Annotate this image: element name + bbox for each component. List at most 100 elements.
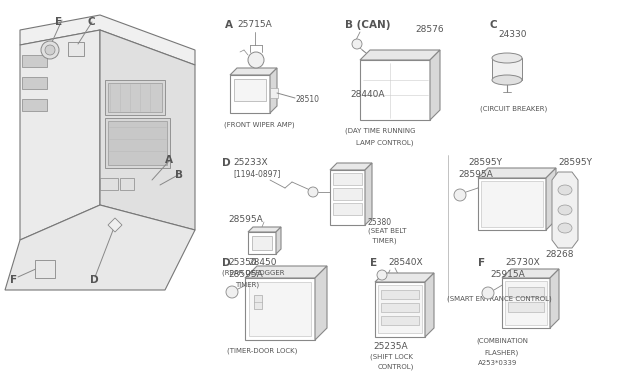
Text: (TIMER-DOOR LOCK): (TIMER-DOOR LOCK) <box>227 348 298 355</box>
Text: (SHIFT LOCK: (SHIFT LOCK <box>370 353 413 359</box>
Polygon shape <box>552 172 578 248</box>
Text: 28595Y: 28595Y <box>468 158 502 167</box>
Circle shape <box>308 187 318 197</box>
Bar <box>492 58 522 80</box>
Text: [1194-0897]: [1194-0897] <box>233 169 280 178</box>
Circle shape <box>352 39 362 49</box>
Polygon shape <box>230 68 277 75</box>
Polygon shape <box>5 205 195 290</box>
Bar <box>381 290 419 299</box>
Polygon shape <box>20 15 195 65</box>
Bar <box>245 278 315 340</box>
Text: A253*0339: A253*0339 <box>478 360 517 366</box>
Polygon shape <box>270 68 277 113</box>
Polygon shape <box>360 50 440 60</box>
Bar <box>120 178 134 190</box>
Text: D: D <box>222 158 230 168</box>
Bar <box>333 203 362 215</box>
Text: 25233X: 25233X <box>233 158 268 167</box>
Text: C: C <box>490 20 498 30</box>
Text: D: D <box>90 275 99 285</box>
Bar <box>108 83 162 112</box>
Text: (REAR DEFOGGER: (REAR DEFOGGER <box>222 270 285 276</box>
Bar <box>378 285 422 333</box>
Bar <box>234 79 266 101</box>
Text: TIMER): TIMER) <box>235 281 259 288</box>
Text: (FRONT WIPER AMP): (FRONT WIPER AMP) <box>224 122 294 128</box>
Ellipse shape <box>492 53 522 63</box>
Text: 25915A: 25915A <box>490 270 525 279</box>
Bar <box>481 181 543 227</box>
Polygon shape <box>100 30 195 230</box>
Circle shape <box>248 52 264 68</box>
Text: 28450: 28450 <box>248 258 276 267</box>
Circle shape <box>45 45 55 55</box>
Bar <box>35 260 55 278</box>
Text: (SMART ENTRANCE CONTROL): (SMART ENTRANCE CONTROL) <box>447 295 552 301</box>
Bar <box>333 188 362 200</box>
Text: 28540X: 28540X <box>388 258 422 267</box>
Text: 24330: 24330 <box>498 30 527 39</box>
Bar <box>330 170 365 225</box>
Text: F: F <box>10 275 17 285</box>
Text: FLASHER): FLASHER) <box>484 349 518 356</box>
Polygon shape <box>330 163 372 170</box>
Polygon shape <box>478 168 556 178</box>
Text: 28440A: 28440A <box>350 90 385 99</box>
Bar <box>105 118 170 168</box>
Circle shape <box>454 189 466 201</box>
Bar <box>381 316 419 325</box>
Bar <box>22 77 47 89</box>
Text: B: B <box>175 170 183 180</box>
Text: E: E <box>370 258 377 268</box>
Bar <box>381 303 419 312</box>
Bar <box>249 282 311 336</box>
Text: A: A <box>165 155 173 165</box>
Bar <box>100 178 118 190</box>
Bar <box>105 80 165 115</box>
Polygon shape <box>108 218 122 232</box>
Text: C: C <box>88 17 95 27</box>
Bar <box>505 281 547 325</box>
Text: B (CAN): B (CAN) <box>345 20 390 30</box>
Text: 25350: 25350 <box>228 258 257 267</box>
Polygon shape <box>502 269 559 278</box>
Polygon shape <box>375 273 434 282</box>
Bar <box>502 278 550 328</box>
Polygon shape <box>365 163 372 225</box>
Circle shape <box>377 270 387 280</box>
Bar <box>230 75 270 113</box>
Bar <box>252 236 272 250</box>
Polygon shape <box>20 30 100 240</box>
Ellipse shape <box>558 223 572 233</box>
Text: 28268: 28268 <box>545 250 573 259</box>
Ellipse shape <box>558 185 572 195</box>
Text: A: A <box>225 20 233 30</box>
Text: 28576: 28576 <box>415 25 444 34</box>
Bar <box>508 302 544 312</box>
Bar <box>478 178 546 230</box>
Polygon shape <box>248 227 281 232</box>
Text: LAMP CONTROL): LAMP CONTROL) <box>356 140 413 147</box>
Bar <box>22 99 47 111</box>
Text: (DAY TIME RUNNING: (DAY TIME RUNNING <box>345 128 415 135</box>
Circle shape <box>41 41 59 59</box>
Text: 28595A: 28595A <box>228 215 263 224</box>
Bar <box>108 121 167 165</box>
Text: F: F <box>478 258 485 268</box>
Ellipse shape <box>492 75 522 85</box>
Polygon shape <box>550 269 559 328</box>
Circle shape <box>226 286 238 298</box>
Text: (COMBINATION: (COMBINATION <box>476 338 528 344</box>
Bar <box>68 42 84 56</box>
Bar <box>360 60 430 120</box>
Polygon shape <box>546 168 556 230</box>
Polygon shape <box>245 266 327 278</box>
Text: D: D <box>222 258 230 268</box>
Text: 28510: 28510 <box>296 95 320 104</box>
Text: 25730X: 25730X <box>505 258 540 267</box>
Bar <box>270 88 278 98</box>
Bar <box>333 173 362 185</box>
Circle shape <box>482 287 494 299</box>
Text: E: E <box>55 17 62 27</box>
